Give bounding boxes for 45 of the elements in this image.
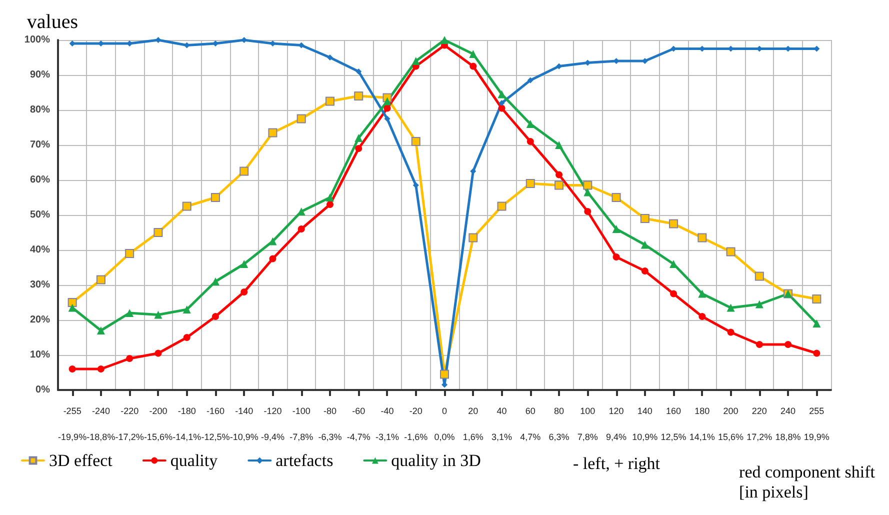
- category-label: -220 -17,2%: [115, 406, 144, 442]
- category-label: 40 3,1%: [492, 406, 512, 442]
- category-label: 240 18,8%: [775, 406, 801, 442]
- category-label: -100 -7,8%: [290, 406, 314, 442]
- category-label: -180 -14,1%: [172, 406, 202, 442]
- category-label: 0 0,0%: [434, 406, 455, 442]
- category-label: 140 10,9%: [632, 406, 658, 442]
- category-label: -40 -3,1%: [375, 406, 399, 442]
- legend-label: 3D effect: [49, 451, 113, 470]
- legend-label: quality: [170, 451, 218, 470]
- category-label: 20 1,6%: [462, 406, 484, 442]
- category-label: 60 4,7%: [520, 406, 541, 442]
- legend-label: artefacts: [276, 451, 334, 470]
- category-label: -160 -12,5%: [201, 406, 230, 442]
- category-label: -80 -6,3%: [318, 406, 342, 442]
- category-label: -60 -4,7%: [346, 406, 370, 442]
- y-tick-label: 20%: [30, 314, 50, 326]
- category-label: 160 12,5%: [660, 406, 686, 442]
- category-label: -255 -19,9%: [58, 406, 87, 442]
- y-tick-label: 100%: [24, 34, 50, 46]
- y-tick-label: 0%: [36, 384, 50, 396]
- legend-label: quality in 3D: [391, 451, 481, 470]
- y-tick-label: 30%: [30, 280, 50, 290]
- category-label: 120 9,4%: [606, 406, 627, 442]
- y-tick-label: 60%: [30, 174, 50, 186]
- y-tick-label: 10%: [30, 350, 50, 360]
- y-tick-label: 80%: [30, 104, 50, 116]
- y-tick-label: 70%: [30, 140, 50, 150]
- y-tick-label: 40%: [30, 244, 50, 256]
- category-label: 200 15,6%: [718, 406, 744, 442]
- category-label: -140 -10,9%: [230, 406, 258, 442]
- category-label: 180 14,1%: [689, 406, 715, 442]
- category-label: 255 19,9%: [804, 406, 830, 442]
- category-label: 220 17,2%: [746, 406, 772, 442]
- category-label: -200 -15,6%: [144, 406, 172, 442]
- y-tick-label: 90%: [30, 70, 50, 80]
- y-tick-label: 50%: [30, 210, 50, 220]
- category-label: 100 7,8%: [577, 406, 598, 442]
- y-axis-title: values: [26, 11, 78, 33]
- category-label: 80 6,3%: [548, 406, 570, 442]
- category-label: -20 -1,6%: [404, 406, 428, 442]
- x-axis-title: red component shift [in pixels]: [739, 462, 876, 502]
- category-label: -120 -9,4%: [260, 406, 284, 442]
- text: - left, + right: [573, 454, 660, 473]
- category-label: -240 -18,8%: [86, 406, 116, 442]
